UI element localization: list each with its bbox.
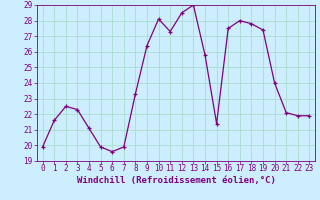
X-axis label: Windchill (Refroidissement éolien,°C): Windchill (Refroidissement éolien,°C) [76,176,276,185]
